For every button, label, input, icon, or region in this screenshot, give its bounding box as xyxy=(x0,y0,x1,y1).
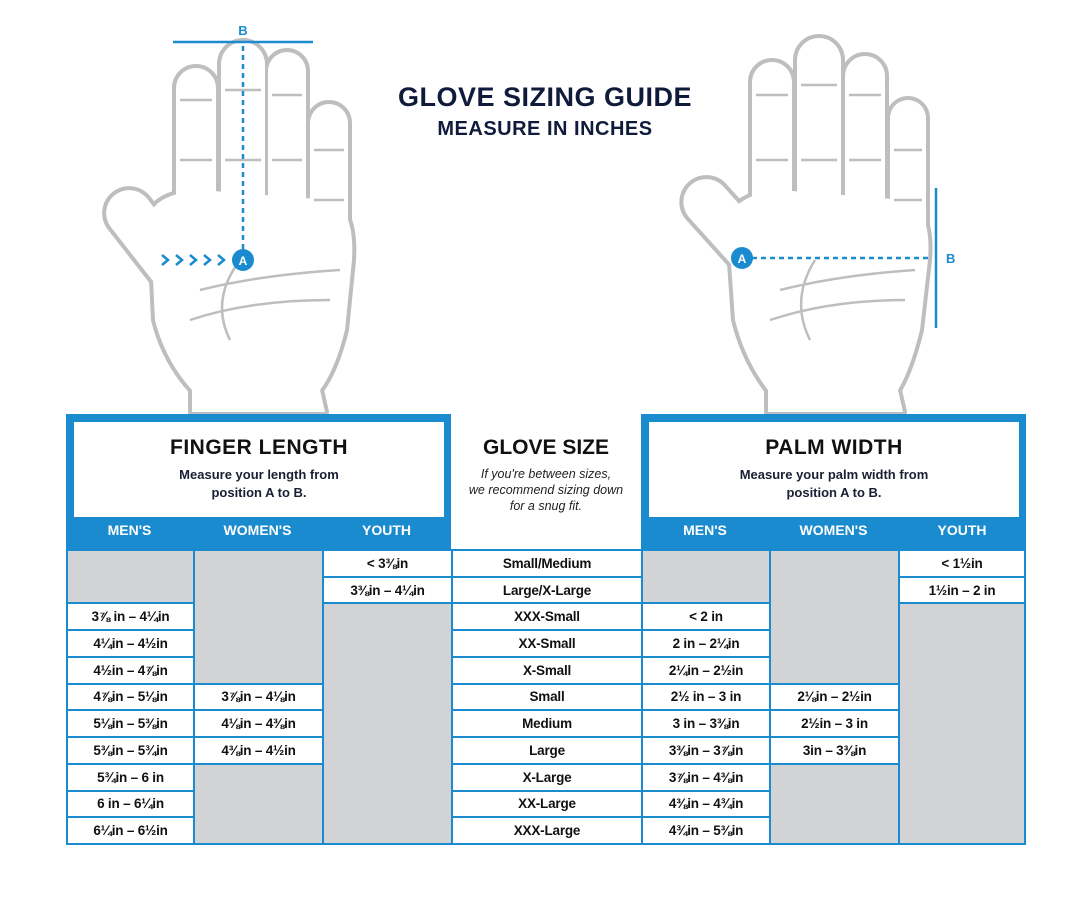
glove-size-cell: XXX-Small xyxy=(451,602,643,632)
finger-womens-cell: 4⅛in – 4⅜in xyxy=(193,709,324,739)
point-a-marker xyxy=(731,247,753,269)
palm-womens-blank-cell xyxy=(769,549,900,685)
palm-womens-cell: 2⅛in – 2½in xyxy=(769,682,900,712)
note-line: for a snug fit. xyxy=(509,499,583,513)
palm-womens-blank-cell xyxy=(769,762,900,845)
palm-mens-cell: 2½ in – 3 in xyxy=(641,682,771,712)
palm-mens-cell: 3 in – 3⅜in xyxy=(641,709,771,739)
finger-womens-cell: 4⅜in – 4½in xyxy=(193,736,324,765)
instruction-line: position A to B. xyxy=(211,485,307,500)
glove-size-cell: Medium xyxy=(451,709,643,739)
col-header-youth: YOUTH xyxy=(362,522,411,538)
finger-mens-cell: 3⅞ in – 4¼in xyxy=(66,602,195,632)
arrow-chevrons-icon xyxy=(161,254,226,266)
palm-youth-cell: < 1½in xyxy=(898,549,1026,578)
glove-size-note: If you're between sizes, we recommend si… xyxy=(451,466,641,514)
palm-mens-cell: 2 in – 2¼in xyxy=(641,629,771,658)
palm-mens-cell: < 2 in xyxy=(641,602,771,632)
finger-mens-cell: 5¾in – 6 in xyxy=(66,762,195,792)
finger-mens-cell: 4⅞in – 5⅛in xyxy=(66,682,195,712)
palm-mens-cell: 4¾in – 5⅜in xyxy=(641,816,771,845)
glove-size-cell: X-Large xyxy=(451,762,643,792)
palm-mens-cell: 3⅜in – 3⅞in xyxy=(641,736,771,765)
page-title: GLOVE SIZING GUIDE xyxy=(397,82,693,112)
finger-mens-cell: 6 in – 6¼in xyxy=(66,789,195,819)
finger-mens-blank-cell xyxy=(66,549,195,605)
instruction-line: position A to B. xyxy=(786,485,882,500)
palm-womens-cell: 3in – 3⅜in xyxy=(769,736,900,765)
finger-mens-cell: 6¼in – 6½in xyxy=(66,816,195,845)
right-hand-icon: B A xyxy=(679,34,955,416)
glove-size-cell: Small/Medium xyxy=(451,549,643,578)
finger-mens-cell: 5⅛in – 5⅜in xyxy=(66,709,195,739)
col-header-mens: MEN'S xyxy=(107,522,152,538)
glove-size-cell: XX-Large xyxy=(451,789,643,819)
glove-size-cell: Large/X-Large xyxy=(451,575,643,605)
col-header-womens: WOMEN'S xyxy=(223,522,292,538)
palm-mens-cell: 4⅜in – 4¾in xyxy=(641,789,771,819)
instruction-line: Measure your palm width from xyxy=(739,467,929,482)
point-a-marker xyxy=(232,249,254,271)
finger-youth-cell: < 3⅜in xyxy=(322,549,453,578)
palm-mens-blank-cell xyxy=(641,549,771,605)
finger-womens-blank-cell xyxy=(193,549,324,685)
finger-mens-cell: 4¼in – 4½in xyxy=(66,629,195,658)
point-b-label: B xyxy=(946,251,955,266)
palm-youth-blank-cell xyxy=(898,602,1026,845)
page-subtitle: MEASURE IN INCHES xyxy=(437,118,653,140)
col-header-mens: MEN'S xyxy=(683,522,727,538)
finger-youth-blank-cell xyxy=(322,602,453,845)
finger-youth-cell: 3⅜in – 4¼in xyxy=(322,575,453,605)
svg-text:A: A xyxy=(738,252,747,266)
glove-size-cell: XX-Small xyxy=(451,629,643,658)
glove-size-cell: Large xyxy=(451,736,643,765)
finger-length-heading: FINGER LENGTH xyxy=(170,436,348,459)
glove-size-heading: GLOVE SIZE xyxy=(482,436,610,459)
hands-diagram: B A B A xyxy=(102,23,955,416)
glove-size-cell: XXX-Large xyxy=(451,816,643,845)
palm-width-panel: PALM WIDTH Measure your palm width from p… xyxy=(641,414,1026,549)
col-header-youth: YOUTH xyxy=(937,522,987,538)
palm-width-heading: PALM WIDTH xyxy=(765,436,903,459)
note-line: If you're between sizes, xyxy=(480,467,612,481)
finger-mens-cell: 4½in – 4⅞in xyxy=(66,655,195,685)
finger-womens-cell: 3⅞in – 4⅛in xyxy=(193,682,324,712)
palm-youth-cell: 1½in – 2 in xyxy=(898,575,1026,605)
note-line: we recommend sizing down xyxy=(468,483,624,497)
palm-mens-cell: 2¼in – 2½in xyxy=(641,655,771,685)
svg-text:A: A xyxy=(239,254,248,268)
glove-size-cell: X-Small xyxy=(451,655,643,685)
palm-womens-cell: 2½in – 3 in xyxy=(769,709,900,739)
palm-mens-cell: 3⅞in – 4⅜in xyxy=(641,762,771,792)
instruction-line: Measure your length from xyxy=(179,467,339,482)
glove-size-cell: Small xyxy=(451,682,643,712)
finger-womens-blank-cell xyxy=(193,762,324,845)
finger-length-panel: FINGER LENGTH Measure your length from po… xyxy=(66,414,451,549)
left-hand-icon: B A xyxy=(102,23,357,416)
col-header-womens: WOMEN'S xyxy=(799,522,868,538)
finger-mens-cell: 5⅜in – 5¾in xyxy=(66,736,195,765)
point-b-label: B xyxy=(238,23,247,38)
